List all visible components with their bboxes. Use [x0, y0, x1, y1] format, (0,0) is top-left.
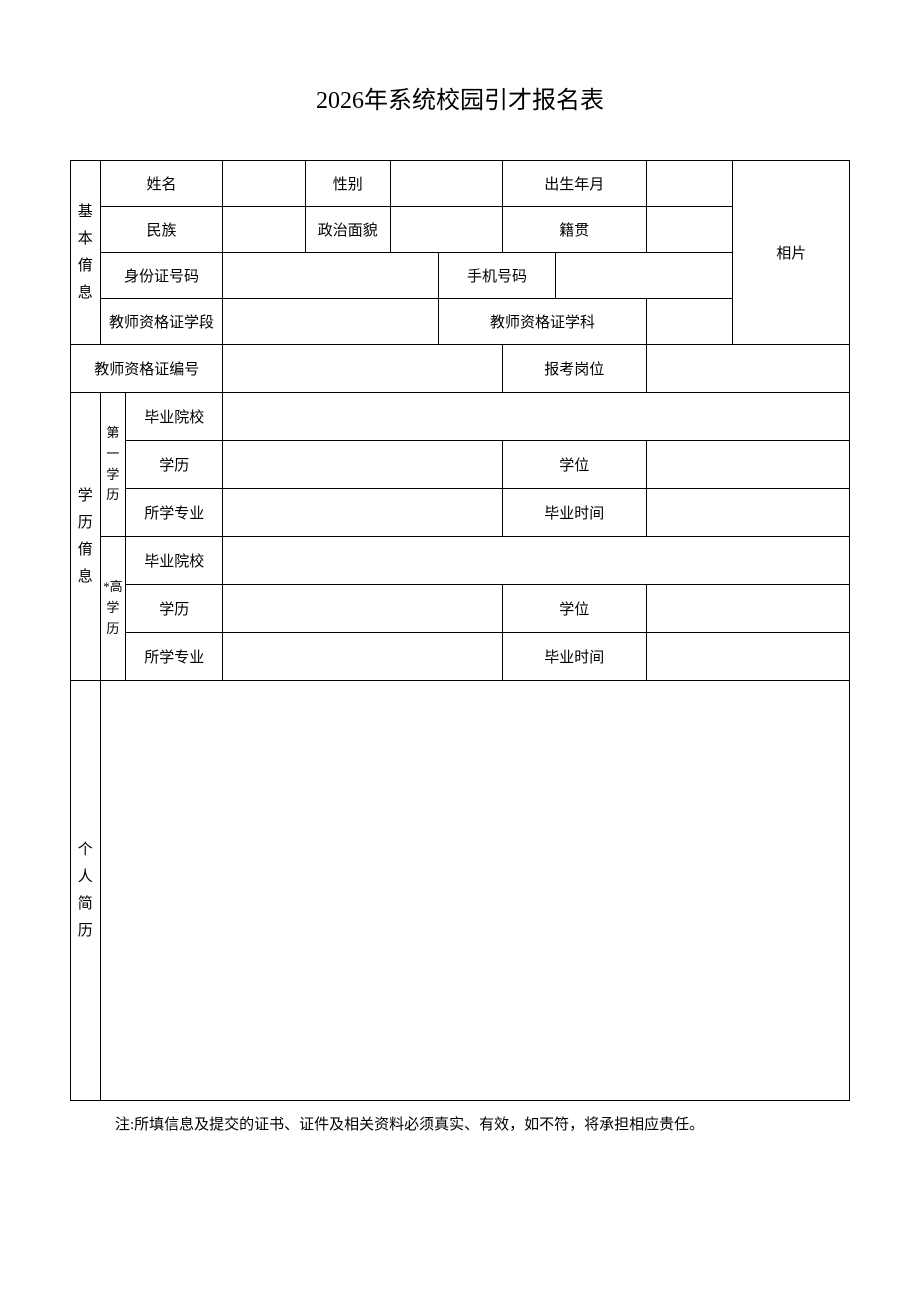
first-academic-degree-label: 学位 [502, 441, 646, 489]
origin-value [646, 207, 733, 253]
first-degree-level-value [223, 441, 502, 489]
phone-value [555, 253, 733, 299]
first-school-label: 毕业院校 [126, 393, 223, 441]
birth-label: 出生年月 [502, 161, 646, 207]
cert-number-label: 教师资格证编号 [71, 345, 223, 393]
highest-major-label: 所学专业 [126, 633, 223, 681]
page-title: 2026年系统校园引才报名表 [70, 80, 850, 115]
political-label: 政治面貌 [305, 207, 390, 253]
resume-content [100, 681, 849, 1101]
highest-degree-label: *高学历 [100, 537, 125, 681]
first-degree-level-label: 学历 [126, 441, 223, 489]
first-major-label: 所学专业 [126, 489, 223, 537]
cert-subject-value [646, 299, 733, 345]
political-value [390, 207, 502, 253]
birth-value [646, 161, 733, 207]
registration-form-table: 基本俼息 姓名 性别 出生年月 相片 民族 政治面貌 籍贯 身份证号码 手机号码… [70, 160, 850, 1101]
highest-major-value [223, 633, 502, 681]
first-major-value [223, 489, 502, 537]
ethnicity-value [223, 207, 306, 253]
section-education: 学历俼息 [71, 393, 101, 681]
form-note: 注:所填信息及提交的证书、证件及相关资料必须真实、有效，如不符，将承担相应贵任。 [70, 1113, 850, 1134]
first-grad-time-value [646, 489, 849, 537]
gender-value [390, 161, 502, 207]
name-value [223, 161, 306, 207]
cert-number-value [223, 345, 502, 393]
id-value [223, 253, 439, 299]
highest-grad-time-label: 毕业时间 [502, 633, 646, 681]
highest-school-value [223, 537, 850, 585]
position-value [646, 345, 849, 393]
id-label: 身份证号码 [100, 253, 223, 299]
section-basic-info: 基本俼息 [71, 161, 101, 345]
highest-academic-degree-value [646, 585, 849, 633]
name-label: 姓名 [100, 161, 223, 207]
cert-stage-value [223, 299, 439, 345]
highest-degree-level-label: 学历 [126, 585, 223, 633]
first-degree-label: 第一学历 [100, 393, 125, 537]
origin-label: 籍贯 [502, 207, 646, 253]
cert-stage-label: 教师资格证学段 [100, 299, 223, 345]
highest-academic-degree-label: 学位 [502, 585, 646, 633]
phone-label: 手机号码 [439, 253, 555, 299]
gender-label: 性别 [305, 161, 390, 207]
position-label: 报考岗位 [502, 345, 646, 393]
first-grad-time-label: 毕业时间 [502, 489, 646, 537]
highest-school-label: 毕业院校 [126, 537, 223, 585]
first-school-value [223, 393, 850, 441]
photo-cell: 相片 [733, 161, 850, 345]
cert-subject-label: 教师资格证学科 [439, 299, 646, 345]
first-academic-degree-value [646, 441, 849, 489]
ethnicity-label: 民族 [100, 207, 223, 253]
highest-degree-level-value [223, 585, 502, 633]
section-resume: 个人简历 [71, 681, 101, 1101]
highest-grad-time-value [646, 633, 849, 681]
